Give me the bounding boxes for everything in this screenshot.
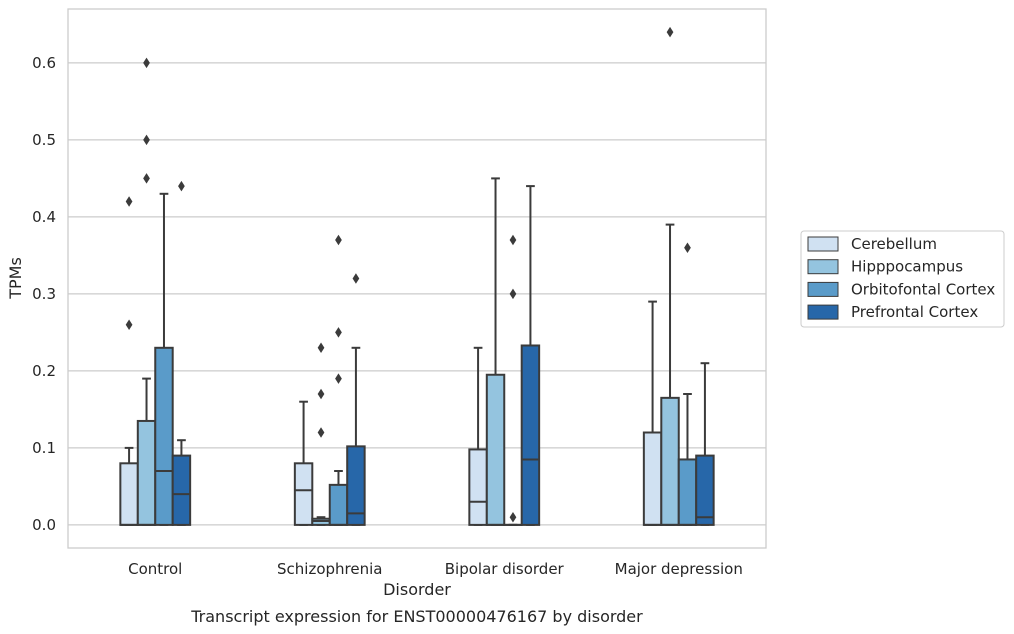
chart-caption: Transcript expression for ENST0000047616… — [190, 607, 643, 626]
box-body — [642, 431, 663, 526]
box-body — [468, 448, 488, 526]
box-body — [520, 344, 541, 526]
box-3-1 — [660, 223, 680, 526]
box-body — [154, 346, 174, 526]
legend-swatch — [807, 304, 839, 320]
legend-swatch — [807, 281, 839, 297]
box-body — [677, 458, 698, 526]
outlier-point — [666, 26, 674, 38]
box-body — [660, 396, 680, 526]
legend-label: Orbitofontal Cortex — [851, 280, 995, 298]
outlier-point — [509, 511, 517, 523]
outlier-point — [143, 57, 150, 69]
outlier-point — [125, 196, 133, 207]
legend-label: Prefrontal Cortex — [851, 303, 978, 321]
box-body — [171, 454, 192, 526]
box-body — [136, 419, 157, 526]
box-1-3 — [346, 346, 366, 526]
x-axis-ticks: Control Schizophrenia Bipolar disorder Majo… — [128, 560, 743, 578]
outlier-point — [509, 234, 517, 246]
x-tick-label: Schizophrenia — [277, 560, 382, 578]
box-3-0 — [642, 300, 663, 526]
box-2-3 — [520, 185, 541, 526]
box-body — [485, 373, 506, 526]
y-axis-title: TPMs — [6, 257, 25, 300]
outliers — [125, 26, 691, 523]
outlier-point — [125, 319, 133, 330]
y-tick-label: 0.5 — [32, 131, 56, 149]
box-body — [119, 462, 139, 526]
outlier-point — [684, 242, 691, 253]
box-2-0 — [468, 346, 488, 526]
box-body — [346, 445, 366, 526]
legend-swatch — [807, 259, 839, 275]
x-tick-label: Major depression — [615, 560, 743, 578]
y-axis-ticks: 0.0 0.1 0.2 0.3 0.4 0.5 0.6 — [32, 54, 56, 534]
plot-area-frame — [67, 8, 767, 549]
outlier-point — [317, 388, 325, 400]
outlier-point — [143, 173, 150, 184]
y-tick-label: 0.4 — [32, 208, 56, 226]
x-tick-label: Control — [128, 560, 182, 578]
box-0-1 — [136, 377, 157, 526]
box-1-2 — [328, 470, 349, 526]
box-body — [695, 454, 715, 526]
box-3-2 — [677, 393, 698, 526]
legend-frame — [800, 230, 1005, 328]
y-tick-label: 0.6 — [32, 54, 56, 72]
outlier-point — [178, 180, 185, 192]
y-tick-label: 0.0 — [32, 516, 56, 534]
box-body — [328, 483, 349, 526]
boxes — [119, 177, 715, 526]
box-0-2 — [154, 192, 174, 526]
y-tick-label: 0.2 — [32, 362, 56, 380]
outlier-point — [352, 273, 360, 284]
outlier-point — [335, 234, 342, 246]
box-0-3 — [171, 439, 192, 526]
box-2-1 — [485, 177, 506, 526]
legend-swatch — [807, 236, 839, 252]
y-tick-label: 0.3 — [32, 285, 56, 303]
outlier-point — [317, 427, 325, 438]
box-3-3 — [695, 362, 715, 526]
outlier-point — [509, 288, 517, 300]
outlier-point — [143, 134, 150, 146]
legend-label: Hipppocampus — [851, 258, 963, 276]
outlier-point — [335, 327, 342, 338]
x-axis-title: Disorder — [383, 580, 451, 599]
box-0-0 — [119, 446, 139, 526]
y-tick-label: 0.1 — [32, 439, 56, 457]
outlier-point — [335, 373, 342, 384]
legend-label: Cerebellum — [851, 235, 937, 253]
box-body — [293, 462, 314, 526]
legend: Cerebellum Hipppocampus Orbitofontal Corte… — [800, 230, 1005, 328]
x-tick-label: Bipolar disorder — [445, 560, 565, 578]
box-1-1 — [311, 516, 331, 526]
box-1-0 — [293, 400, 314, 526]
outlier-point — [317, 342, 325, 354]
gridlines — [68, 62, 766, 526]
